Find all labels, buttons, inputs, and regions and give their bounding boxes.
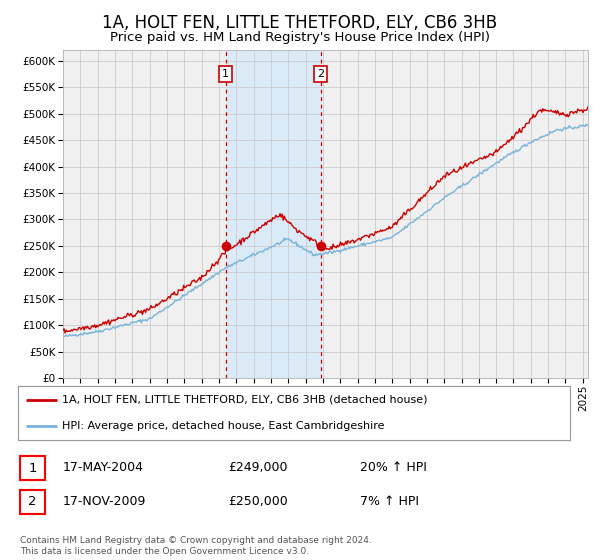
Text: 2: 2 bbox=[317, 69, 325, 79]
Bar bbox=[226, 50, 321, 378]
Text: Price paid vs. HM Land Registry's House Price Index (HPI): Price paid vs. HM Land Registry's House … bbox=[110, 31, 490, 44]
Text: 1A, HOLT FEN, LITTLE THETFORD, ELY, CB6 3HB: 1A, HOLT FEN, LITTLE THETFORD, ELY, CB6 … bbox=[103, 14, 497, 32]
Text: Contains HM Land Registry data © Crown copyright and database right 2024.
This d: Contains HM Land Registry data © Crown c… bbox=[20, 536, 371, 556]
Text: £249,000: £249,000 bbox=[228, 461, 287, 474]
Text: 7% ↑ HPI: 7% ↑ HPI bbox=[360, 494, 419, 508]
Text: 1: 1 bbox=[28, 461, 37, 475]
Text: 2: 2 bbox=[28, 495, 37, 508]
Text: HPI: Average price, detached house, East Cambridgeshire: HPI: Average price, detached house, East… bbox=[62, 421, 385, 431]
Text: 17-MAY-2004: 17-MAY-2004 bbox=[63, 461, 144, 474]
Text: 20% ↑ HPI: 20% ↑ HPI bbox=[360, 461, 427, 474]
Text: 17-NOV-2009: 17-NOV-2009 bbox=[63, 494, 146, 508]
Text: 1A, HOLT FEN, LITTLE THETFORD, ELY, CB6 3HB (detached house): 1A, HOLT FEN, LITTLE THETFORD, ELY, CB6 … bbox=[62, 395, 428, 405]
Text: 1: 1 bbox=[222, 69, 229, 79]
Text: £250,000: £250,000 bbox=[228, 494, 288, 508]
